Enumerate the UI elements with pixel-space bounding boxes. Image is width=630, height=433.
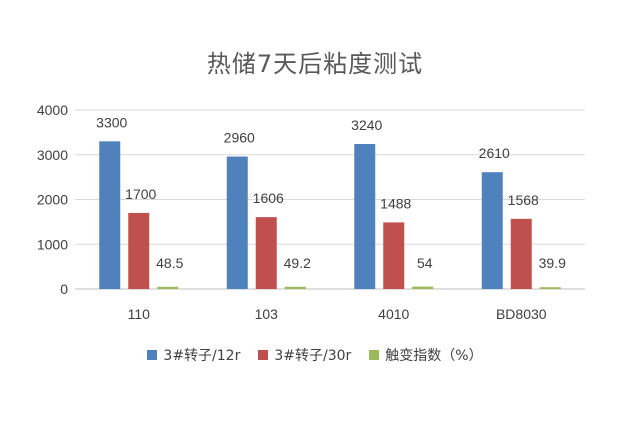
legend-item: 3#转子/30r (258, 345, 351, 365)
chart-legend: 3#转子/12r 3#转子/30r 触变指数（%） (0, 345, 630, 365)
bar-1-BD8030 (481, 172, 503, 289)
legend-label: 触变指数（%） (385, 348, 483, 364)
data-label: 1488 (380, 195, 411, 211)
data-label: 1568 (508, 192, 539, 208)
bar-2-103 (255, 217, 277, 289)
bar-1-4010 (354, 144, 376, 289)
data-label: 39.9 (539, 255, 566, 271)
y-tick-label: 0 (60, 281, 68, 297)
x-tick-label: 110 (128, 306, 151, 322)
legend-swatch (147, 350, 158, 360)
bar-1-110 (99, 141, 121, 289)
data-label: 3300 (96, 114, 127, 130)
data-label: 1700 (125, 186, 156, 202)
x-tick-label: 4010 (378, 306, 409, 322)
legend-swatch (369, 350, 380, 360)
bar-2-BD8030 (510, 218, 532, 289)
y-tick-label: 4000 (37, 102, 68, 118)
data-label: 54 (417, 255, 433, 271)
data-label: 1606 (253, 190, 284, 206)
y-tick-label: 2000 (37, 192, 68, 208)
data-label: 2960 (224, 130, 255, 146)
legend-swatch (258, 350, 269, 360)
legend-item: 触变指数（%） (369, 345, 483, 365)
data-label: 49.2 (284, 255, 311, 271)
data-label: 2610 (479, 145, 510, 161)
legend-label: 3#转子/30r (274, 348, 352, 364)
y-tick-label: 3000 (37, 147, 68, 163)
bar-2-110 (128, 212, 150, 289)
bar-3-110 (157, 286, 179, 289)
x-tick-label: BD8030 (496, 306, 547, 322)
bar-2-4010 (383, 222, 405, 289)
bar-3-BD8030 (539, 287, 561, 289)
y-tick-label: 1000 (37, 236, 68, 252)
bar-3-4010 (412, 286, 434, 289)
data-label: 3240 (351, 117, 382, 133)
bar-3-103 (284, 286, 306, 289)
legend-item: 3#转子/12r (147, 345, 240, 365)
x-tick-label: 103 (255, 306, 279, 322)
chart-title: 热储7天后粘度测试 (206, 50, 424, 78)
data-label: 48.5 (156, 255, 183, 271)
legend-label: 3#转子/12r (163, 348, 241, 364)
bar-1-103 (226, 156, 248, 289)
